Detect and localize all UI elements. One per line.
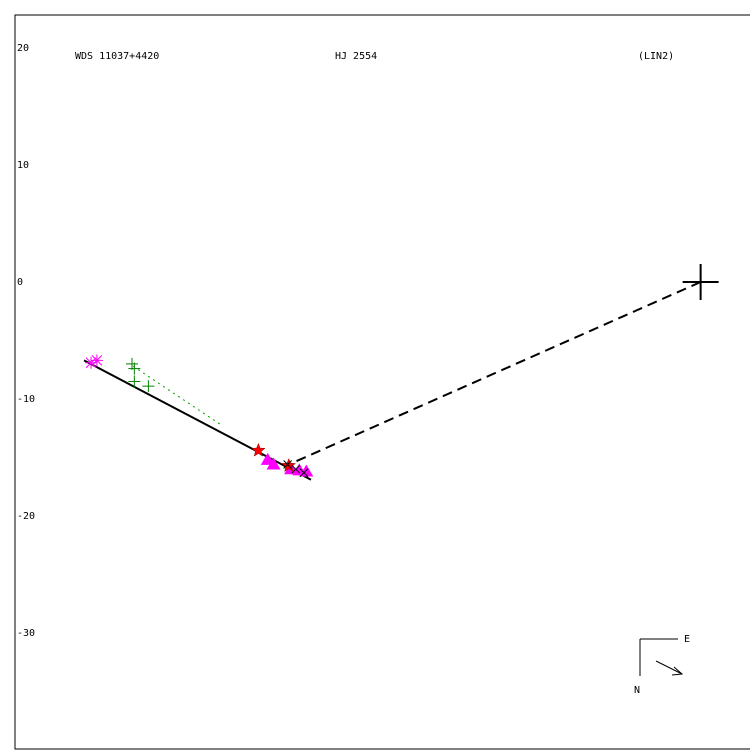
orientation-indicator: E N: [634, 634, 690, 696]
black-cross-point: [299, 468, 309, 478]
motion-arrowhead-icon: [671, 666, 684, 676]
black-cross-point: [283, 460, 292, 469]
y-tick-label: 20: [17, 43, 29, 54]
header-wds-id: WDS 11037+4420: [75, 51, 159, 62]
header-method: (LIN2): [638, 51, 674, 62]
header-star-name: HJ 2554: [335, 51, 377, 62]
fit-solid-line: [83, 359, 312, 481]
orientation-north-label: N: [634, 685, 640, 696]
orientation-east-label: E: [684, 634, 690, 645]
separation-dashed-line: [288, 281, 702, 466]
green-plus-point: [128, 375, 141, 388]
magenta-triangle-point: [266, 457, 281, 470]
green-plus-point: [142, 380, 155, 393]
y-tick-label: -30: [17, 628, 35, 639]
data-marks: [83, 264, 719, 481]
residual-dotted-line: [132, 365, 222, 426]
y-axis-ticks: 20 10 0 -10 -20 -30: [17, 43, 35, 639]
green-plus-point: [126, 357, 138, 370]
green-plus-point: [128, 362, 141, 375]
y-tick-label: -20: [17, 511, 35, 522]
motion-arrow: [655, 660, 683, 675]
plot-frame: [14, 14, 750, 750]
black-cross-point: [291, 464, 301, 474]
red-star-point: [251, 442, 266, 457]
y-tick-label: 0: [17, 277, 23, 288]
magenta-asterisk-point: [90, 354, 103, 367]
y-tick-label: 10: [17, 160, 29, 171]
y-tick-label: -10: [17, 394, 35, 405]
primary-star-marker: [682, 264, 719, 300]
